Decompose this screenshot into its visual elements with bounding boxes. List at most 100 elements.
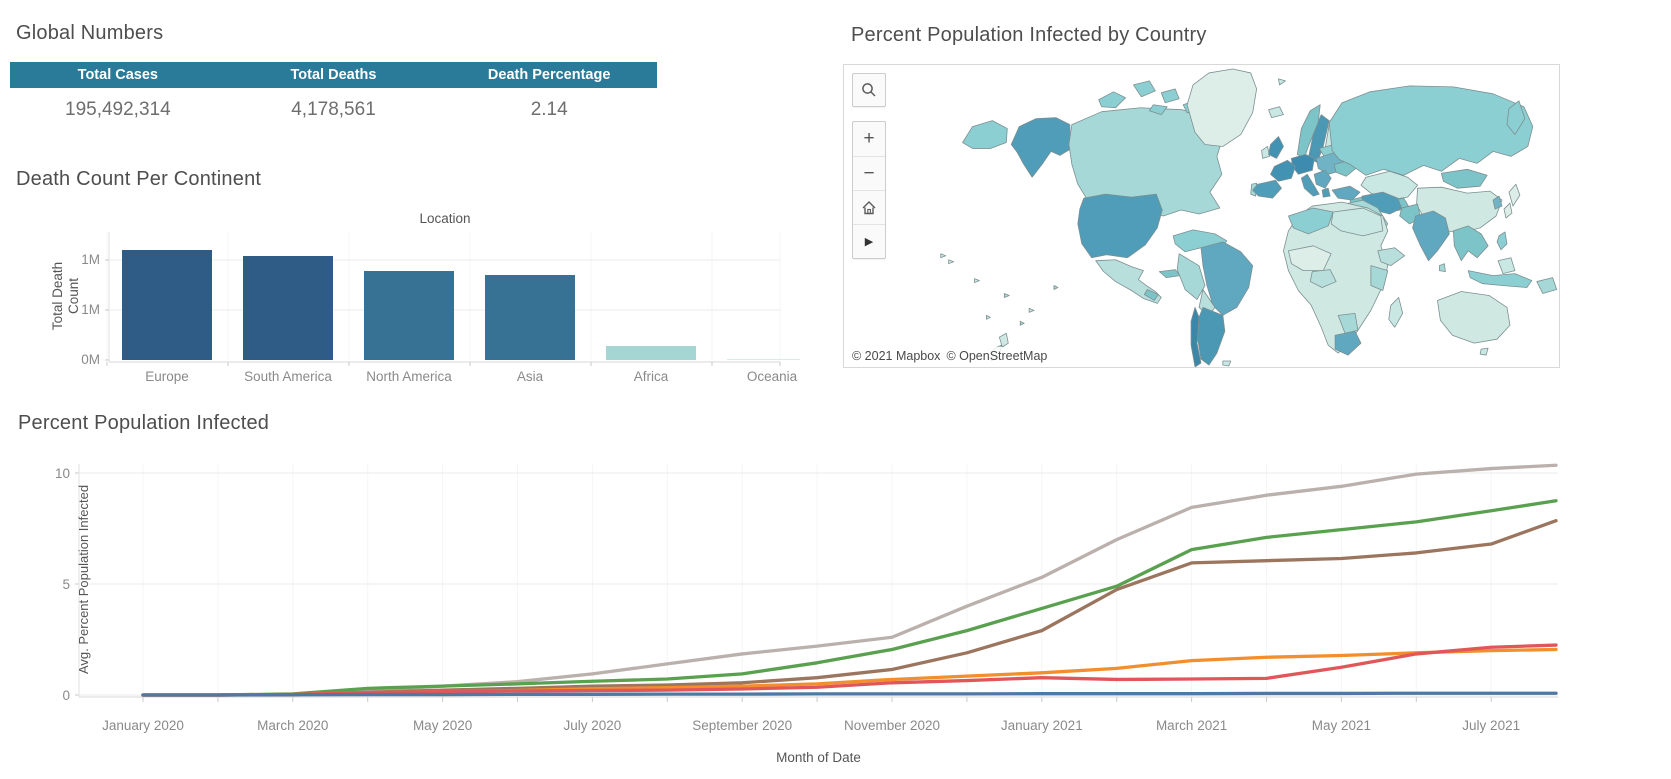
country-region-hawaii-2[interactable] <box>948 259 955 265</box>
country-region-falklands[interactable] <box>1222 360 1232 367</box>
bar-asia[interactable] <box>485 275 575 360</box>
country-region-pacific-1[interactable] <box>974 278 980 283</box>
country-region-svalbard[interactable] <box>1278 78 1286 86</box>
country-region-india[interactable] <box>1412 210 1450 262</box>
bar-ytick-1: 1M <box>81 302 100 317</box>
line-series-red[interactable] <box>141 643 1558 697</box>
bar-north-america[interactable] <box>364 271 454 360</box>
country-region-mongolia[interactable] <box>1441 168 1488 189</box>
continent-deaths-bar-chart: 0M 1M 1M Europe South America North America As… <box>50 211 800 384</box>
country-region-peru[interactable] <box>1176 253 1206 300</box>
table-value-0[interactable]: 195,492,314 <box>65 99 171 120</box>
country-region-horn-of-africa[interactable] <box>1377 247 1406 267</box>
bar-oceania[interactable] <box>727 359 800 360</box>
country-region-greece[interactable] <box>1321 187 1331 198</box>
country-region-arctic-island-5[interactable] <box>1148 104 1168 116</box>
line-xtick-4: September 2020 <box>692 718 792 733</box>
map-home-button[interactable] <box>853 190 885 224</box>
minus-icon: − <box>863 162 875 184</box>
country-region-usa[interactable] <box>1077 193 1163 259</box>
country-region-arctic-island-3[interactable] <box>1160 88 1180 104</box>
country-region-arctic-island-1[interactable] <box>1098 91 1126 109</box>
country-region-nz-north[interactable] <box>998 332 1009 348</box>
country-region-indonesia[interactable] <box>1467 270 1533 288</box>
country-region-turkey[interactable] <box>1331 185 1361 201</box>
country-region-west-africa[interactable] <box>1309 269 1337 288</box>
global-numbers-value-row: 195,492,314 4,178,561 2.14 <box>10 88 657 132</box>
map-zoom-out-button[interactable]: − <box>853 156 885 190</box>
country-region-philippines[interactable] <box>1496 231 1508 251</box>
map-zoom-in-button[interactable]: + <box>853 122 885 156</box>
map-search-button[interactable] <box>852 73 886 107</box>
country-region-pacific-5[interactable] <box>986 314 991 320</box>
country-region-iceland[interactable] <box>1268 106 1284 119</box>
bar-xlabel-5: Oceania <box>747 369 798 384</box>
country-region-korea[interactable] <box>1492 195 1503 210</box>
country-region-australia[interactable] <box>1437 291 1511 344</box>
line-xaxis-title: Month of Date <box>776 750 861 765</box>
country-region-alaska[interactable] <box>1010 117 1071 178</box>
country-region-pacific-3[interactable] <box>1028 307 1035 313</box>
country-region-chukotka[interactable] <box>962 120 1008 149</box>
bar-xaxis-title: Location <box>419 211 470 226</box>
bar-africa[interactable] <box>606 346 696 360</box>
map-tools-expand-button[interactable]: ▶ <box>853 224 885 258</box>
country-region-argentina[interactable] <box>1196 306 1226 366</box>
country-region-arctic-island-2[interactable] <box>1133 80 1156 98</box>
infection-map-panel[interactable]: + − ▶ © 2021 Mapbox © OpenStreetMap <box>843 64 1560 368</box>
country-region-central-america[interactable] <box>1143 289 1159 301</box>
bar-ytick-2: 1M <box>81 252 100 267</box>
country-region-sri-lanka[interactable] <box>1439 263 1446 273</box>
line-series-green[interactable] <box>141 499 1558 697</box>
country-region-indochina[interactable] <box>1452 225 1489 262</box>
line-xtick-0: January 2020 <box>102 718 184 733</box>
country-region-japan-south[interactable] <box>1503 202 1513 219</box>
country-region-papua[interactable] <box>1536 277 1558 294</box>
country-region-morocco-algeria[interactable] <box>1288 207 1334 235</box>
country-region-kazakhstan[interactable] <box>1360 170 1418 201</box>
line-series-gray[interactable] <box>141 463 1558 697</box>
line-series-brown[interactable] <box>141 519 1558 697</box>
table-value-2[interactable]: 2.14 <box>530 99 568 120</box>
country-region-hawaii-1[interactable] <box>940 253 947 259</box>
country-region-borneo[interactable] <box>1497 257 1516 275</box>
country-region-pacific-2[interactable] <box>1003 293 1010 298</box>
table-header-0: Total Cases <box>77 67 158 83</box>
bar-south-america[interactable] <box>243 256 333 360</box>
country-region-balkans[interactable] <box>1313 169 1332 189</box>
country-region-south-africa[interactable] <box>1334 330 1362 356</box>
country-region-russia[interactable] <box>1328 85 1534 176</box>
country-region-kamchatka[interactable] <box>1506 100 1526 135</box>
country-region-uk[interactable] <box>1268 136 1284 159</box>
country-region-cuba[interactable] <box>1158 269 1181 278</box>
mapbox-attribution[interactable]: © 2021 Mapbox <box>852 349 941 363</box>
country-region-italy[interactable] <box>1300 173 1320 197</box>
line-chart-title: Percent Population Infected <box>18 412 270 434</box>
country-region-madagascar[interactable] <box>1388 297 1404 328</box>
bar-yaxis-title-line1: Total Death <box>50 262 65 330</box>
bar-europe[interactable] <box>122 250 212 360</box>
osm-attribution[interactable]: © OpenStreetMap <box>946 349 1048 363</box>
bar-xlabel-0: Europe <box>145 369 189 384</box>
country-region-chile[interactable] <box>1190 306 1202 367</box>
world-choropleth-map[interactable] <box>844 65 1559 367</box>
country-region-libya-egypt[interactable] <box>1330 207 1384 237</box>
country-region-japan-north[interactable] <box>1508 183 1521 207</box>
country-region-fiji[interactable] <box>1019 320 1025 326</box>
country-region-greenland[interactable] <box>1186 68 1258 147</box>
country-region-spain[interactable] <box>1252 179 1282 199</box>
country-region-namibia-botswana[interactable] <box>1337 312 1359 334</box>
country-region-tasmania[interactable] <box>1479 347 1489 356</box>
country-region-brazil[interactable] <box>1200 241 1254 316</box>
table-value-1[interactable]: 4,178,561 <box>291 99 376 120</box>
line-series-blue[interactable] <box>141 691 1558 697</box>
bar-xlabel-3: Asia <box>517 369 544 384</box>
country-region-ireland[interactable] <box>1261 146 1270 159</box>
bar-yaxis-title-line2: Count <box>66 278 81 314</box>
country-region-france[interactable] <box>1270 159 1296 182</box>
country-region-germany-central[interactable] <box>1291 154 1315 175</box>
line-xtick-6: January 2021 <box>1001 718 1083 733</box>
country-region-pacific-4[interactable] <box>1053 285 1059 290</box>
country-region-east-africa[interactable] <box>1370 265 1389 291</box>
line-xtick-7: March 2021 <box>1156 718 1227 733</box>
